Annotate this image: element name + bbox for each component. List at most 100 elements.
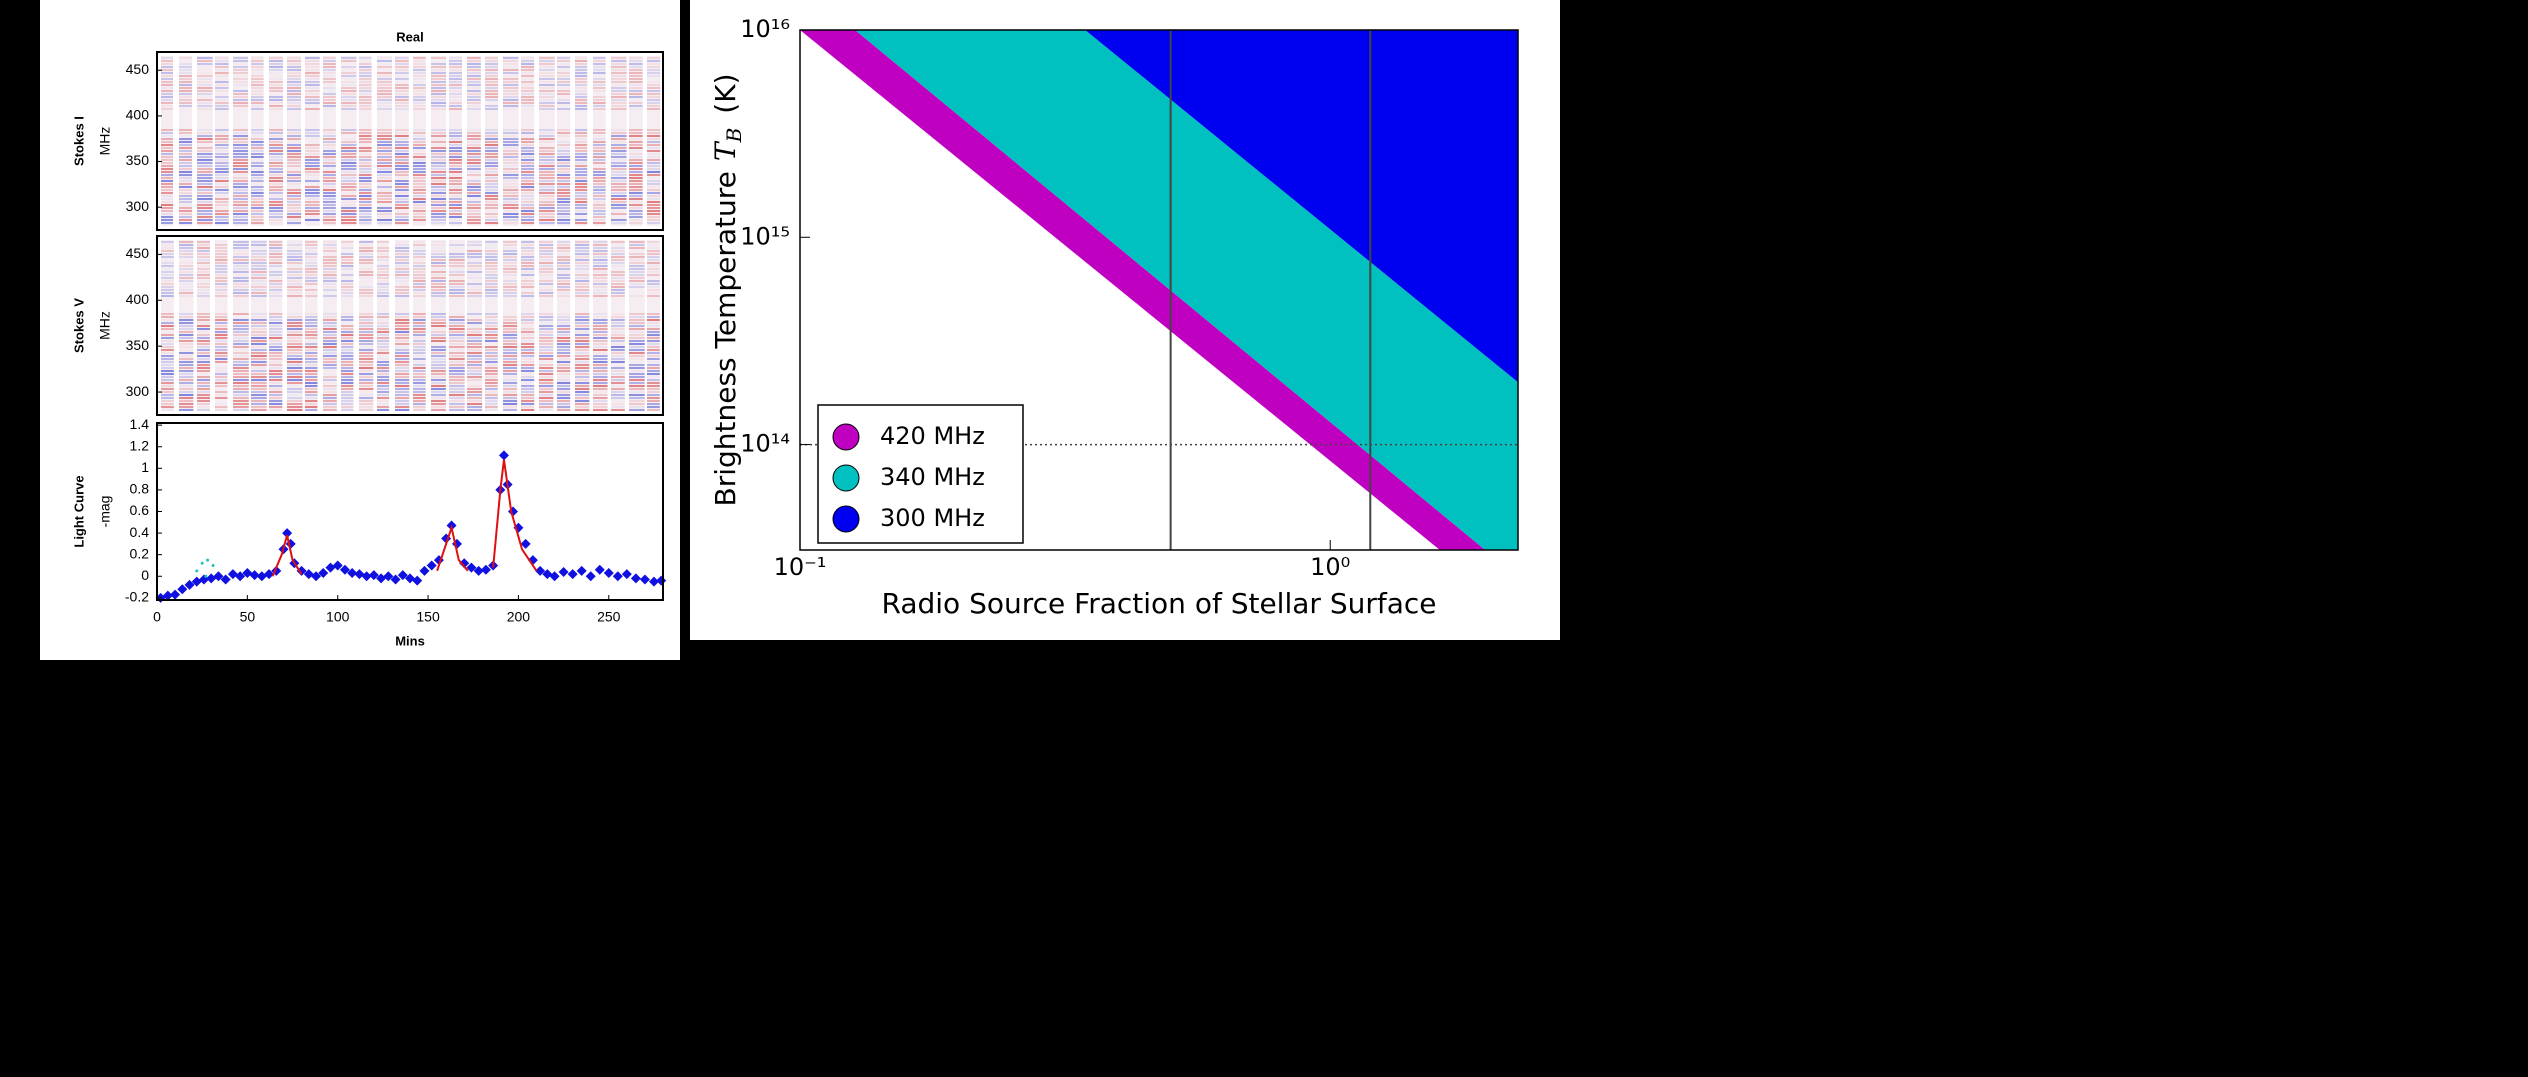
spectrogram-cell bbox=[557, 69, 570, 71]
spectrogram-cell bbox=[539, 259, 554, 261]
spectrogram-cell bbox=[521, 286, 535, 288]
spectrogram-cell bbox=[557, 183, 571, 185]
spectrogram-cell bbox=[467, 388, 483, 390]
spectrogram-cell bbox=[593, 129, 606, 131]
spectrogram-cell bbox=[251, 156, 264, 158]
spectrogram-cell bbox=[467, 373, 483, 375]
spectrogram-cell bbox=[161, 60, 174, 62]
spectrogram-cell bbox=[395, 256, 410, 258]
spectrogram-cell bbox=[503, 373, 518, 375]
spectrogram-cell bbox=[341, 289, 354, 291]
spectrogram-cell bbox=[161, 397, 174, 399]
spectrogram-cell bbox=[413, 247, 426, 249]
spectrogram-cell bbox=[629, 75, 643, 77]
spectrogram-cell bbox=[233, 391, 249, 393]
spectrogram-cell bbox=[269, 195, 284, 197]
spectrogram-cell bbox=[287, 268, 303, 270]
spectrogram-cell bbox=[431, 316, 446, 318]
spectrogram-cell bbox=[197, 219, 213, 221]
spectrogram-cell bbox=[467, 361, 483, 363]
spectrogram-cell bbox=[377, 349, 390, 351]
y-tick-label: 0 bbox=[141, 567, 149, 583]
spectrogram-cell bbox=[179, 204, 192, 206]
spectrogram-cell bbox=[431, 268, 446, 270]
spectrogram-cell bbox=[323, 192, 336, 194]
spectrogram-cell bbox=[431, 159, 447, 161]
spectrogram-cell bbox=[305, 292, 317, 294]
spectrogram-cell bbox=[341, 222, 357, 224]
spectrogram-cell bbox=[557, 409, 571, 411]
spectrogram-cell bbox=[161, 66, 174, 68]
spectrogram-cell bbox=[215, 180, 229, 182]
spectrogram-cell bbox=[611, 213, 627, 215]
spectrogram-cell bbox=[251, 87, 264, 89]
spectrogram-cell bbox=[647, 60, 661, 62]
spectrogram-cell bbox=[575, 373, 590, 375]
spectrogram-cell bbox=[341, 268, 354, 270]
spectrogram-cell bbox=[629, 69, 643, 71]
spectrogram-cell bbox=[431, 397, 446, 399]
spectrogram-cell bbox=[179, 370, 194, 372]
spectrogram-cell bbox=[611, 183, 627, 185]
spectrogram-column bbox=[593, 240, 608, 411]
spectrogram-cell bbox=[521, 99, 535, 101]
spectrogram-cell bbox=[395, 289, 410, 291]
spectrogram-cell bbox=[287, 210, 302, 212]
spectrogram-cell bbox=[593, 322, 608, 324]
spectrogram-cell bbox=[233, 292, 249, 294]
spectrogram-cell bbox=[323, 391, 337, 393]
spectrogram-cell bbox=[647, 400, 660, 402]
spectrogram-cell bbox=[557, 57, 571, 59]
spectrogram-cell bbox=[575, 370, 590, 372]
spectrogram-cell bbox=[215, 358, 228, 360]
spectrogram-cell bbox=[593, 192, 606, 194]
spectrogram-cell bbox=[485, 177, 499, 179]
spectrogram-cell bbox=[161, 72, 174, 74]
spectrogram-cell bbox=[521, 250, 535, 252]
spectrogram-cell bbox=[251, 340, 267, 342]
spectrogram-cell bbox=[503, 174, 519, 176]
spectrogram-cell bbox=[377, 265, 390, 267]
spectrogram-cell bbox=[395, 63, 409, 65]
spectrogram-cell bbox=[521, 63, 535, 65]
spectrogram-cell bbox=[179, 256, 194, 258]
spectrogram-cell bbox=[485, 397, 498, 399]
spectrogram-cell bbox=[179, 93, 193, 95]
spectrogram-cell bbox=[629, 280, 645, 282]
spectrogram-cell bbox=[557, 250, 571, 252]
spectrogram-cell bbox=[233, 72, 249, 74]
spectrogram-cell bbox=[215, 340, 228, 342]
spectrogram-cell bbox=[161, 132, 174, 134]
spectrogram-cell bbox=[611, 247, 625, 249]
spectrogram-cell bbox=[323, 313, 337, 315]
spectrogram-cell bbox=[431, 204, 447, 206]
spectrogram-cell bbox=[377, 259, 390, 261]
spectrogram-cell bbox=[647, 87, 661, 89]
spectrogram-cell bbox=[431, 364, 446, 366]
spectrogram-cell bbox=[179, 241, 194, 243]
spectrogram-cell bbox=[593, 244, 608, 246]
y-tick-label: 400 bbox=[126, 291, 150, 307]
spectrogram-cell bbox=[233, 403, 249, 405]
spectrogram-cell bbox=[539, 69, 555, 71]
spectrogram-cell bbox=[323, 283, 337, 285]
spectrogram-cell bbox=[449, 135, 462, 137]
spectrogram-cell bbox=[179, 222, 193, 224]
spectrogram-cell bbox=[449, 379, 465, 381]
spectrogram-cell bbox=[485, 358, 498, 360]
spectrogram-cell bbox=[539, 171, 555, 173]
spectrogram-cell bbox=[323, 361, 337, 363]
spectrogram-cell bbox=[341, 370, 354, 372]
spectrogram-cell bbox=[287, 244, 303, 246]
spectrogram-cell bbox=[431, 171, 447, 173]
spectrogram-cell bbox=[521, 66, 535, 68]
spectrogram-cell bbox=[557, 78, 571, 80]
spectrogram-cell bbox=[413, 283, 426, 285]
spectrogram-cell bbox=[323, 213, 336, 215]
spectrogram-cell bbox=[575, 180, 588, 182]
spectrogram-cell bbox=[215, 144, 229, 146]
spectrogram-cell bbox=[341, 132, 357, 134]
spectrogram-cell bbox=[233, 379, 249, 381]
spectrogram-cell bbox=[521, 253, 535, 255]
spectrogram-cell bbox=[467, 337, 483, 339]
